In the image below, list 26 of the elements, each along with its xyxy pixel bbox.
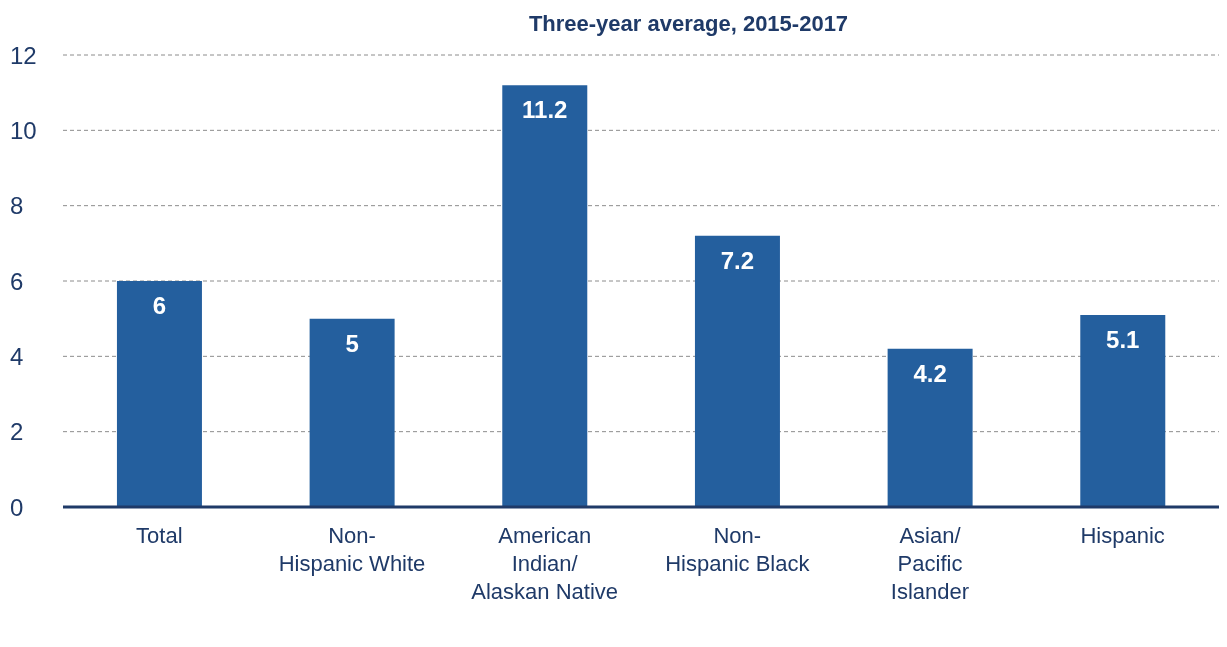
data-label: 7.2	[720, 246, 755, 274]
bar	[309, 318, 395, 507]
y-tick-label: 10	[10, 116, 37, 144]
bar	[694, 235, 780, 507]
x-tick-label: Non-Hispanic Black	[665, 523, 811, 576]
bar	[887, 348, 973, 507]
x-tick-label: Total	[136, 523, 183, 548]
data-label: 6	[152, 292, 167, 320]
y-tick-label: 8	[10, 192, 24, 220]
data-label: 11.2	[522, 96, 568, 124]
y-tick-label: 12	[10, 41, 37, 69]
chart-title: Three-year average, 2015-2017	[527, 10, 850, 38]
y-tick-label: 2	[10, 418, 24, 446]
x-tick-label: Non-Hispanic White	[278, 523, 426, 576]
data-label: 5	[345, 329, 359, 357]
data-label: 5.1	[1106, 325, 1140, 353]
y-tick-label: 6	[10, 267, 24, 295]
x-tick-label: American Indian/Alaskan Native	[471, 523, 619, 604]
bar	[502, 85, 588, 507]
data-label: 4.2	[913, 359, 947, 387]
x-tick-label: Hispanic	[1080, 523, 1165, 548]
x-tick-label: Asian/Pacific Islander	[890, 523, 970, 604]
y-tick-label: 4	[10, 342, 24, 370]
y-tick-label: 0	[10, 493, 24, 521]
bar	[1080, 314, 1166, 507]
bar	[116, 281, 202, 507]
